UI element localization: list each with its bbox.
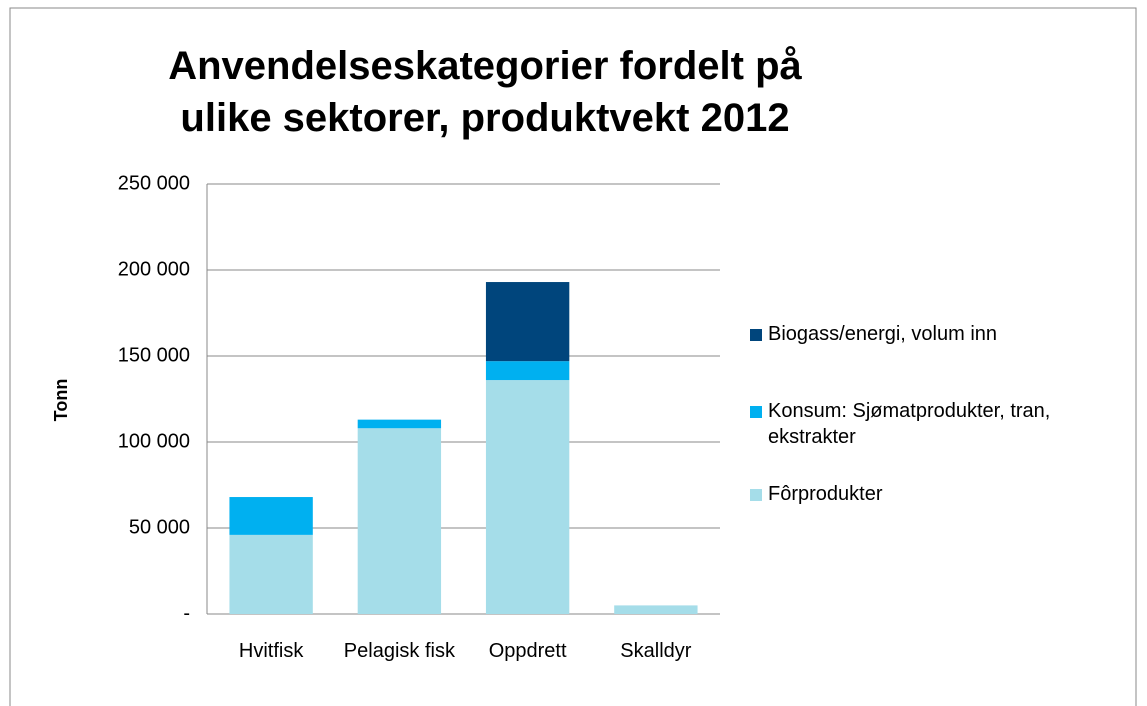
bar-segment <box>229 497 313 535</box>
bar-segment <box>485 361 570 381</box>
legend-label: Biogass/energi, volum inn <box>768 323 998 345</box>
bar-segment <box>357 428 442 614</box>
y-tick-label: 150 000 <box>118 344 190 366</box>
bar-segment <box>485 282 570 362</box>
legend-label: Konsum: Sjømatprodukter, tran, ekstrakte… <box>768 400 1051 448</box>
y-tick-label: 250 000 <box>118 172 190 194</box>
x-tick-label: Skalldyr <box>620 640 692 662</box>
chart-title: Anvendelseskategorier fordelt på ulike s… <box>168 44 802 140</box>
bar-segment <box>229 534 313 614</box>
frame <box>9 7 1137 706</box>
bar-segment <box>357 419 442 429</box>
legend-swatch <box>750 406 762 418</box>
x-tick-label: Oppdrett <box>488 640 567 662</box>
y-axis-label: Tonn <box>51 379 71 422</box>
x-tick-label: Hvitfisk <box>238 640 304 662</box>
bar-segment <box>485 380 570 614</box>
legend-swatch <box>750 489 762 501</box>
y-tick-label: 100 000 <box>118 430 190 452</box>
bar-segment <box>614 605 698 614</box>
y-tick-label: 200 000 <box>118 258 190 280</box>
x-tick-label: Pelagisk fisk <box>343 640 455 662</box>
y-tick-label: - <box>183 602 190 624</box>
y-tick-label: 50 000 <box>129 516 190 538</box>
legend-swatch <box>750 329 762 341</box>
legend-label: Fôrprodukter <box>768 483 883 505</box>
